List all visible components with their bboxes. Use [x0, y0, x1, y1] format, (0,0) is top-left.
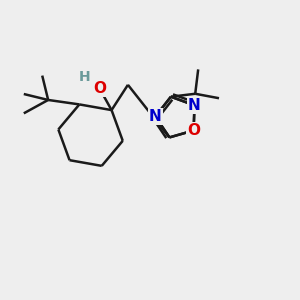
Text: O: O — [187, 123, 200, 138]
Text: N: N — [149, 109, 162, 124]
Text: H: H — [79, 70, 91, 84]
Text: O: O — [93, 81, 106, 96]
Text: N: N — [188, 98, 201, 113]
